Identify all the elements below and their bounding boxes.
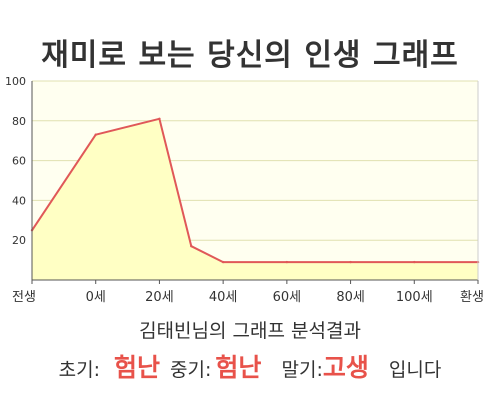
y-tick-label: 80 <box>12 115 26 128</box>
early-value: 험난 <box>113 353 160 382</box>
x-tick-label: 60세 <box>273 290 302 305</box>
y-tick-label: 100 <box>5 75 26 88</box>
result-suffix: 입니다 <box>388 359 442 381</box>
data-point <box>158 117 161 121</box>
data-point <box>94 133 97 136</box>
data-point <box>349 260 352 264</box>
chart-title: 재미로 보는 당신의 인생 그래프 <box>41 38 459 73</box>
x-tick-label: 전생 <box>12 290 36 305</box>
analysis-result: 초기: 험난 중기: 험난 말기:고생 입니다 <box>0 348 500 384</box>
x-tick-label: 100세 <box>396 290 433 305</box>
early-label: 초기: <box>58 359 100 381</box>
late-label: 말기: <box>281 359 323 381</box>
data-point <box>221 260 225 264</box>
x-tick-label: 20세 <box>145 290 174 305</box>
analysis-summary: 김태빈님의 그래프 분석결과 <box>139 320 361 342</box>
y-tick-label: 60 <box>12 155 26 168</box>
data-point <box>413 260 416 264</box>
x-tick-label: 80세 <box>336 290 365 305</box>
late-value: 고생 <box>322 353 369 382</box>
data-point <box>285 260 289 264</box>
middle-label: 중기: <box>170 359 212 381</box>
y-tick-label: 40 <box>12 194 26 207</box>
middle-value: 험난 <box>215 353 262 382</box>
y-tick-label: 20 <box>12 234 26 247</box>
x-tick-label: 환생 <box>460 290 484 305</box>
data-point <box>190 244 193 248</box>
life-area <box>32 118 478 280</box>
x-tick-label: 0세 <box>86 290 106 305</box>
x-tick-label: 40세 <box>209 290 238 305</box>
